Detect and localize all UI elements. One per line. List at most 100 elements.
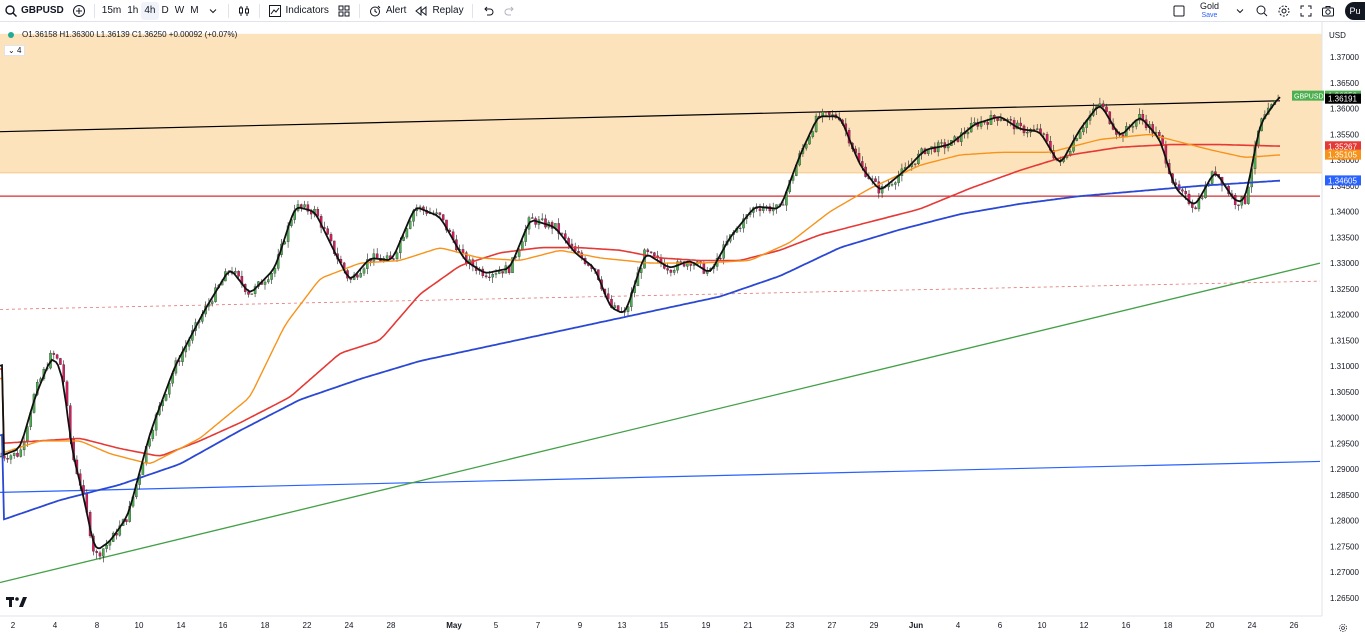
candle-down <box>95 551 98 553</box>
undo-icon <box>483 6 494 15</box>
price-label-text: 1.36191 <box>1328 95 1357 104</box>
indicators-button[interactable]: Indicators <box>264 0 333 22</box>
candle-up <box>999 119 1003 121</box>
settings-button[interactable] <box>1273 0 1295 22</box>
quick-search-button[interactable] <box>1251 0 1273 22</box>
time-tick-label: 4 <box>956 621 961 630</box>
candle-up <box>263 281 267 285</box>
timeframe-d[interactable]: D <box>161 5 169 16</box>
timeframe-dropdown[interactable] <box>202 0 224 22</box>
chevron-down-icon: ⌄ <box>8 46 15 55</box>
fullscreen-button[interactable] <box>1295 0 1317 22</box>
ohlc-values: O1.36158 H1.36300 L1.36139 C1.36250 +0.0… <box>22 30 238 39</box>
compare-button[interactable] <box>68 0 90 22</box>
price-axis[interactable]: USD1.370001.365001.360001.355001.350001.… <box>1321 22 1365 633</box>
candle-up <box>946 145 950 149</box>
symbol-tag-text: GBPUSD <box>1294 94 1324 101</box>
time-tick-label: 13 <box>618 621 627 630</box>
candle-up <box>362 268 366 274</box>
candle-up <box>613 305 617 308</box>
candle-down <box>1019 122 1022 127</box>
time-tick-label: May <box>446 621 462 630</box>
candle-up <box>491 273 494 278</box>
chart-type-button[interactable] <box>233 0 255 22</box>
snapshot-button[interactable] <box>1317 0 1339 22</box>
time-tick-label: 21 <box>744 621 753 630</box>
candle-up <box>267 279 270 283</box>
alarm-clock-icon <box>369 5 381 16</box>
candle-down <box>557 223 560 234</box>
time-tick-label: 15 <box>660 621 669 630</box>
timeframe-1h[interactable]: 1h <box>127 5 139 16</box>
replay-button[interactable]: Replay <box>410 0 467 22</box>
candle-down <box>996 118 999 121</box>
time-tick-label: 10 <box>1038 621 1047 630</box>
candle-up <box>804 143 808 149</box>
alert-button[interactable]: Alert <box>364 0 411 22</box>
time-tick-label: 9 <box>578 621 583 630</box>
candle-down <box>758 208 762 211</box>
candle-down <box>649 251 653 253</box>
candle-down <box>461 249 465 253</box>
fullscreen-toggle[interactable] <box>1168 0 1190 22</box>
timeframe-m[interactable]: M <box>190 5 199 16</box>
candle-up <box>1026 132 1029 134</box>
undo-button[interactable] <box>477 0 499 22</box>
grid-icon <box>338 5 350 16</box>
timeframe-4h[interactable]: 4h <box>141 1 159 20</box>
price-tick-label: 1.29000 <box>1330 465 1359 474</box>
time-axis[interactable]: 2 4 8 10 14 16 18 22 24 28 May 5 7 9 13 15 19 21 23 27 29 Jun… <box>0 615 1365 633</box>
candle-up <box>1075 138 1079 141</box>
candle-down <box>986 122 989 125</box>
chevron-down-icon <box>1236 9 1244 14</box>
candle-down <box>1045 134 1049 142</box>
candle-up <box>12 452 16 456</box>
candle-down <box>59 358 62 365</box>
candle-up <box>402 236 405 241</box>
price-tick-label: 1.37000 <box>1330 53 1359 62</box>
plus-circle-icon <box>72 4 85 17</box>
candle-down <box>669 270 673 273</box>
candle-down <box>1009 119 1013 121</box>
timeframe-15m[interactable]: 15m <box>101 5 122 16</box>
ma-orange <box>0 133 1281 465</box>
camera-icon <box>1322 6 1334 17</box>
candle-up <box>303 204 306 208</box>
price-tick-label: 1.27500 <box>1330 542 1359 551</box>
trendline-green-support <box>0 262 1321 584</box>
candle-up <box>1200 197 1204 199</box>
candle-down <box>501 271 504 274</box>
candle-up <box>738 227 742 230</box>
candle-up <box>9 455 13 460</box>
symbol-search-button[interactable]: GBPUSD <box>0 0 68 22</box>
layouts-button[interactable] <box>333 0 355 22</box>
candle-down <box>1105 106 1108 112</box>
redo-button[interactable] <box>499 0 521 22</box>
price-label-box <box>1325 149 1361 160</box>
candle-up <box>672 269 676 273</box>
time-tick-label: 27 <box>828 621 837 630</box>
price-label-box <box>1325 93 1361 104</box>
indicators-icon <box>268 4 281 17</box>
price-chart[interactable]: USD1.370001.365001.360001.355001.350001.… <box>0 22 1365 633</box>
alert-label: Alert <box>385 5 407 16</box>
layout-dropdown[interactable] <box>1229 0 1251 22</box>
publish-button[interactable]: Pu <box>1345 2 1365 20</box>
timeframe-w[interactable]: W <box>174 5 185 16</box>
zone-rect <box>0 33 1322 173</box>
price-tick-label: 1.31500 <box>1330 336 1359 345</box>
ma-black <box>0 96 1281 550</box>
ma-blue <box>0 179 1281 521</box>
time-tick-label: 29 <box>870 621 879 630</box>
indicator-collapse-toggle[interactable]: ⌄ 4 <box>4 45 26 56</box>
time-tick-label: 10 <box>135 621 144 630</box>
layout-name-button[interactable]: Gold Save <box>1190 2 1229 20</box>
candle-up <box>831 114 834 116</box>
candle-up <box>435 212 438 215</box>
axis-settings-button[interactable] <box>1338 620 1348 633</box>
candle-up <box>811 131 815 137</box>
price-axis-bg <box>1322 22 1365 633</box>
candle-up <box>521 241 524 250</box>
time-tick-label: 16 <box>219 621 228 630</box>
candle-down <box>646 249 650 253</box>
